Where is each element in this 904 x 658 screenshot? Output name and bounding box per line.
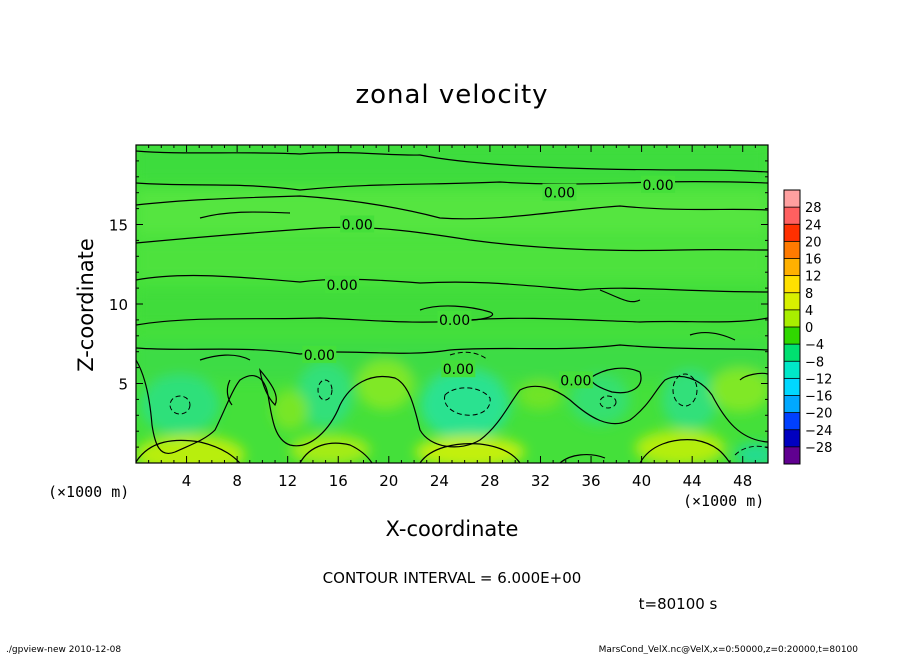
x-tick-label: 28 [480,472,499,490]
contour-label: 0.00 [560,373,591,389]
colorbar-label: 20 [805,235,822,250]
contour-label-knockout [325,275,360,293]
colorbar-label: −8 [805,355,824,370]
contour-label: 0.00 [443,362,474,378]
contour-label: 0.00 [326,278,357,294]
colorbar-swatch [784,292,800,310]
contour-label: 0.00 [342,218,373,234]
x-tick-label: 32 [531,472,550,490]
colorbar-label: −12 [805,372,832,387]
contour-label-knockout [302,345,337,363]
colorbar-label: −16 [805,390,832,405]
colorbar-label: 24 [805,218,822,233]
x-tick-label: 40 [632,472,651,490]
colorbar-swatch [784,258,800,276]
contour-label-knockout [641,175,676,193]
colorbar-swatch [784,412,800,430]
time-label: t=80100 s [639,595,718,613]
y-axis-label: Z-coordinate [74,238,98,372]
colorbar-label: −28 [805,441,832,456]
colorbar-swatch [784,378,800,396]
contour-label-knockout [340,215,375,233]
colorbar-label: 4 [805,304,813,319]
contour-label: 0.00 [642,178,673,194]
colorbar-label: 28 [805,201,822,216]
x-tick-label: 36 [581,472,600,490]
contour-labels: 0.00 0.00 0.00 0.00 0.00 0.00 0.00 0.00 [302,175,676,389]
colorbar-swatch [784,275,800,293]
contour-label-knockout [441,360,476,378]
chart-title: zonal velocity [355,80,548,110]
colorbar-label: 0 [805,321,813,336]
x-unit-right: (×1000 m) [683,492,764,510]
colorbar-swatch [784,327,800,345]
footer-left: ./gpview-new 2010-12-08 [6,645,121,654]
y-axis: 5 10 15 [109,160,768,448]
colorbar-label: 8 [805,287,813,302]
contour-label-knockout [542,183,577,201]
colorbar-swatch [784,190,800,208]
negative-contours [169,351,768,456]
colorbar-swatch [784,344,800,362]
x-tick-label: 12 [278,472,297,490]
y-tick-label: 15 [109,217,128,235]
colorbar-label: −24 [805,424,832,439]
x-tick-label: 8 [232,472,242,490]
contour-label-knockout [558,371,593,389]
y-tick-label: 10 [109,296,128,314]
colorbar-swatch [784,309,800,327]
x-axis-label: X-coordinate [386,517,519,541]
colorbar-label: 12 [805,270,822,285]
footer-right: MarsCond_VelX.nc@VelX,x=0:50000,z=0:2000… [599,645,859,654]
x-tick-label: 20 [379,472,398,490]
colorbar: 28 24 20 16 12 8 4 0 −4 −8 −12 −16 −20 −24 −28 [783,189,832,465]
x-tick-label: 4 [182,472,192,490]
colorbar-swatch [784,446,800,464]
contour-interval: CONTOUR INTERVAL = 6.000E+00 [323,569,582,587]
y-tick-label: 5 [118,376,128,394]
contour-label: 0.00 [544,186,575,202]
contour-label-knockout [437,310,472,328]
colorbar-swatch [784,395,800,413]
plot-area: 0.00 0.00 0.00 0.00 0.00 0.00 0.00 0.00 [136,145,768,463]
x-tick-label: 48 [733,472,752,490]
x-tick-label: 44 [683,472,702,490]
x-tick-label: 16 [329,472,348,490]
colorbar-swatch [784,361,800,379]
colorbar-swatch [784,429,800,447]
x-axis: 4 8 12 16 20 24 28 32 36 40 44 48 [148,145,756,490]
contour-label: 0.00 [439,313,470,329]
x-unit-left: (×1000 m) [48,483,129,501]
x-tick-label: 24 [430,472,449,490]
colorbar-swatch [784,241,800,259]
colorbar-label: −20 [805,407,832,422]
colorbar-swatch [784,207,800,225]
colorbar-swatch [784,224,800,242]
colorbar-label: −4 [805,338,824,353]
colorbar-label: 16 [805,253,822,268]
contour-label: 0.00 [304,348,335,364]
